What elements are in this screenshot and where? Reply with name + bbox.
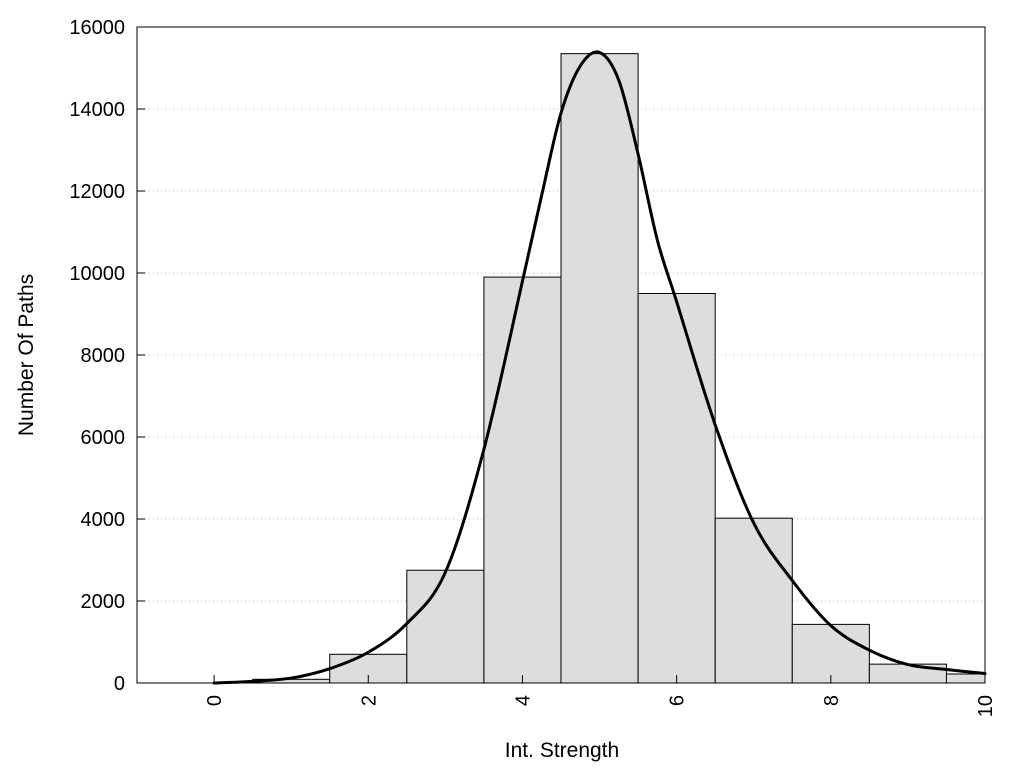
y-tick-label: 14000 <box>69 99 125 121</box>
y-tick-label: 4000 <box>81 509 126 531</box>
x-axis-ticks: 0 2 4 6 8 10 <box>204 675 997 717</box>
y-tick-label: 8000 <box>81 345 126 367</box>
density-curve-line <box>212 50 987 685</box>
x-tick-label: 4 <box>512 695 534 706</box>
histogram-bar <box>406 569 485 684</box>
y-tick-label: 16000 <box>69 17 125 39</box>
y-tick-label: 10000 <box>69 263 125 285</box>
histogram-bar <box>791 623 870 684</box>
y-axis-ticks: 0 2000 4000 6000 8000 10000 12000 14000 16000 <box>69 17 145 695</box>
y-axis-label: Number Of Paths <box>15 274 38 436</box>
x-tick-label: 10 <box>975 695 997 717</box>
x-tick-label: 0 <box>204 695 226 706</box>
x-tick-label: 8 <box>821 695 843 706</box>
x-tick-label: 2 <box>358 695 380 706</box>
y-tick-label: 6000 <box>81 427 126 449</box>
x-axis-label: Int. Strength <box>505 739 619 762</box>
density-curve <box>212 50 987 685</box>
histogram-bar <box>945 673 986 684</box>
histogram-bars <box>213 53 986 684</box>
histogram-bar <box>483 276 562 684</box>
x-tick-label: 6 <box>667 695 689 706</box>
y-tick-label: 2000 <box>81 591 126 613</box>
histogram-bar <box>714 517 793 684</box>
histogram-bar <box>560 53 639 684</box>
y-tick-label: 12000 <box>69 181 125 203</box>
histogram-bar <box>637 293 716 684</box>
y-tick-label: 0 <box>114 673 125 695</box>
